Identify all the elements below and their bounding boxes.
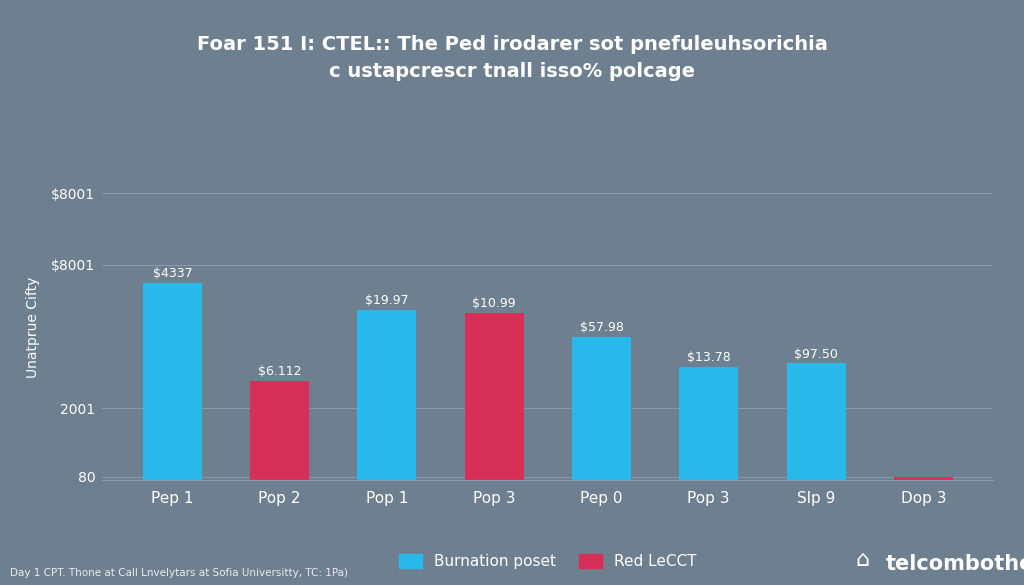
Text: $19.97: $19.97 [366, 294, 409, 307]
Legend: Burnation poset, Red LeCCT: Burnation poset, Red LeCCT [399, 554, 696, 569]
Bar [465, 314, 523, 480]
Bar [357, 309, 417, 480]
Text: $10.99: $10.99 [472, 297, 516, 311]
Bar [572, 336, 631, 480]
Text: Foar 151 I: CTEL:: The Ped irodarer sot pnefuleuhsorichia
c ustapcrescr tnall is: Foar 151 I: CTEL:: The Ped irodarer sot … [197, 35, 827, 81]
Text: $6.112: $6.112 [258, 366, 301, 378]
Bar [786, 363, 846, 480]
Bar [250, 381, 309, 480]
Text: ⌂: ⌂ [855, 550, 869, 570]
Text: $13.78: $13.78 [687, 351, 730, 364]
Text: $97.50: $97.50 [794, 347, 838, 360]
Y-axis label: Unatprue Cifty: Unatprue Cifty [27, 277, 40, 378]
Bar [143, 283, 202, 480]
Text: Day 1 CPT. Thone at Call Lnvelytars at Sofia Universitty, TC: 1Pa): Day 1 CPT. Thone at Call Lnvelytars at S… [10, 568, 348, 578]
Text: $4337: $4337 [153, 267, 193, 280]
Bar [894, 477, 952, 480]
Bar [679, 367, 738, 480]
Text: $57.98: $57.98 [580, 321, 624, 333]
Text: telcombother: telcombother [886, 555, 1024, 574]
